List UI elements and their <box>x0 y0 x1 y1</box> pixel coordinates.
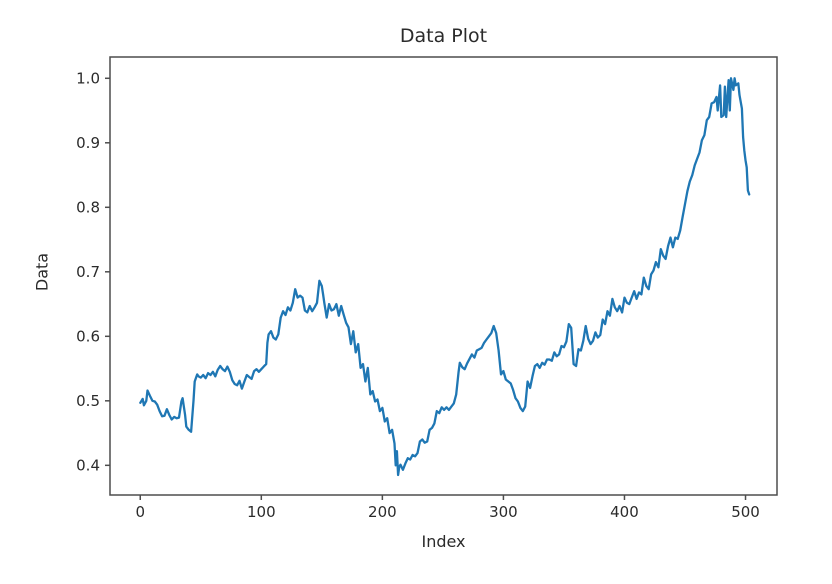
x-axis-label: Index <box>421 532 466 551</box>
y-tick-label: 0.8 <box>76 198 100 216</box>
y-axis-label: Data <box>32 252 52 292</box>
y-tick-label: 0.7 <box>76 263 100 281</box>
x-tick-label: 300 <box>489 503 518 521</box>
x-tick-label: 200 <box>368 503 397 521</box>
x-tick-label: 400 <box>610 503 639 521</box>
chart-title: Data Plot <box>399 25 488 47</box>
y-tick-label: 0.4 <box>76 456 100 474</box>
y-tick-label: 0.6 <box>76 327 100 345</box>
x-tick-label: 500 <box>731 503 760 521</box>
x-tick-label: 0 <box>135 503 145 521</box>
y-tick-label: 0.5 <box>76 392 100 410</box>
x-tick-label: 100 <box>247 503 276 521</box>
plot-area-frame <box>109 56 778 496</box>
y-tick-label: 0.9 <box>76 134 100 152</box>
data-line <box>139 77 751 477</box>
y-tick-label: 1.0 <box>76 69 100 87</box>
